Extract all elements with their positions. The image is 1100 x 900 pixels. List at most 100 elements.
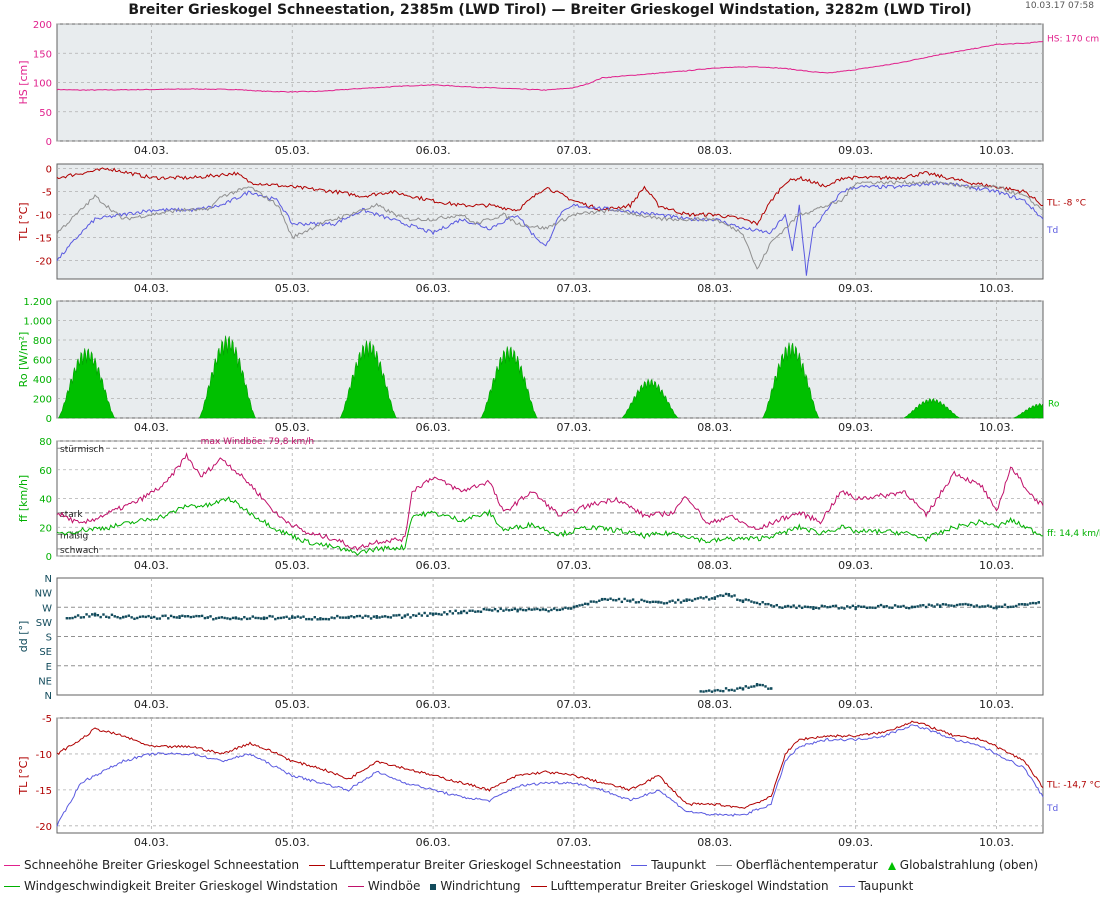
- wind-direction-point: [764, 685, 767, 688]
- wind-direction-point: [245, 617, 249, 621]
- chart-panel: 04.03. 05.03. 06.03. 07.03. 08.03. 09.03. 10.0…: [17, 714, 1100, 849]
- wind-direction-point: [71, 616, 74, 620]
- wind-direction-point: [243, 615, 246, 619]
- chart-title: Breiter Grieskogel Schneestation, 2385m …: [128, 2, 972, 18]
- wind-direction-point: [1029, 602, 1032, 605]
- wind-direction-point: [155, 617, 159, 620]
- wind-direction-point: [113, 615, 116, 618]
- wind-direction-point: [831, 604, 835, 608]
- wind-direction-point: [924, 605, 928, 609]
- wind-direction-point: [395, 614, 398, 617]
- series-line: [56, 720, 1044, 809]
- y-tick-label: -10: [36, 750, 52, 761]
- y-tick-label: 20: [39, 523, 52, 534]
- legend-label: Schneehöhe Breiter Grieskogel Schneestat…: [24, 858, 300, 872]
- wind-direction-point: [276, 616, 280, 620]
- x-tick-label: 06.03.: [416, 421, 451, 434]
- legend-swatch: [715, 865, 732, 866]
- wind-direction-point: [561, 607, 564, 611]
- wind-direction-point: [482, 607, 485, 611]
- wind-direction-point: [868, 606, 871, 609]
- wind-direction-point: [938, 605, 942, 608]
- wind-direction-point: [615, 599, 618, 602]
- plot-area: [56, 717, 1044, 834]
- wind-direction-point: [392, 614, 395, 617]
- wind-direction-point: [891, 606, 894, 609]
- legend-label: Oberflächentemperatur: [735, 858, 878, 872]
- series-end-label: TL: -14,7 °C: [1046, 781, 1100, 791]
- wind-direction-point: [800, 606, 804, 610]
- radiation-area: [198, 335, 257, 419]
- wind-direction-point: [282, 616, 285, 619]
- wind-direction-point: [631, 598, 635, 601]
- wind-direction-point: [1031, 601, 1035, 605]
- wind-direction-point: [409, 616, 412, 619]
- wind-direction-point: [485, 608, 488, 611]
- y-axis-label: TL [°C]: [17, 202, 30, 241]
- x-tick-label: 04.03.: [134, 559, 169, 572]
- wind-direction-point: [150, 616, 153, 619]
- chart-panel: 04.03. 05.03. 06.03. 07.03. 08.03. 09.03. 10.0…: [17, 20, 1099, 157]
- wind-direction-point: [398, 613, 401, 617]
- wind-direction-point: [431, 613, 435, 616]
- wind-direction-point: [660, 601, 663, 604]
- wind-direction-point: [443, 611, 446, 614]
- radiation-area: [903, 398, 961, 419]
- series-end-label: Td: [1046, 804, 1058, 814]
- wind-direction-point: [476, 610, 480, 613]
- wind-direction-point: [550, 608, 553, 612]
- wind-direction-point: [696, 597, 700, 600]
- wind-direction-point: [975, 604, 978, 607]
- wind-direction-point: [933, 605, 936, 608]
- wind-direction-point: [99, 615, 102, 619]
- wind-direction-point: [905, 606, 908, 610]
- wind-direction-point: [761, 683, 764, 687]
- wind-direction-point: [367, 615, 370, 618]
- legend-swatch: [530, 886, 547, 887]
- wind-direction-point: [527, 607, 531, 611]
- wind-direction-point: [248, 617, 252, 620]
- wind-direction-point: [240, 617, 243, 621]
- x-tick-label: 04.03.: [134, 698, 169, 711]
- wind-direction-point: [710, 690, 714, 693]
- wind-direction-point: [347, 616, 350, 620]
- wind-direction-point: [795, 606, 798, 610]
- wind-direction-point: [981, 605, 984, 608]
- wind-direction-point: [679, 601, 683, 604]
- wind-direction-point: [705, 689, 708, 693]
- wind-direction-point: [738, 599, 742, 602]
- wind-direction-point: [598, 599, 601, 602]
- wind-direction-point: [674, 601, 677, 604]
- x-tick-label: 07.03.: [556, 836, 591, 849]
- wind-direction-point: [460, 610, 463, 613]
- wind-direction-point: [324, 617, 328, 621]
- reference-label: mäßig: [60, 531, 88, 541]
- radiation-area: [621, 378, 680, 419]
- wind-direction-point: [834, 604, 838, 607]
- y-tick-label: 200: [33, 20, 52, 31]
- wind-direction-point: [164, 614, 167, 617]
- wind-direction-point: [553, 607, 556, 610]
- wind-direction-point: [209, 615, 212, 618]
- wind-direction-point: [88, 615, 91, 618]
- x-tick-label: 10.03.: [979, 421, 1014, 434]
- wind-direction-point: [1000, 605, 1004, 608]
- x-tick-label: 05.03.: [275, 282, 310, 295]
- wind-direction-point: [885, 604, 888, 608]
- y-tick-label: -15: [36, 786, 52, 797]
- wind-direction-point: [736, 687, 739, 690]
- wind-direction-point: [400, 616, 404, 619]
- wind-direction-point: [291, 615, 294, 618]
- wind-direction-point: [338, 616, 342, 619]
- wind-direction-point: [381, 615, 384, 618]
- x-tick-label: 07.03.: [556, 282, 591, 295]
- wind-direction-point: [496, 609, 500, 613]
- y-tick-label: N: [45, 574, 52, 585]
- x-tick-label: 07.03.: [556, 559, 591, 572]
- wind-direction-point: [879, 603, 883, 607]
- wind-direction-point: [899, 605, 902, 608]
- wind-direction-point: [823, 605, 826, 608]
- wind-direction-point: [716, 595, 719, 598]
- wind-direction-point: [722, 594, 725, 598]
- y-tick-label: 50: [39, 108, 52, 119]
